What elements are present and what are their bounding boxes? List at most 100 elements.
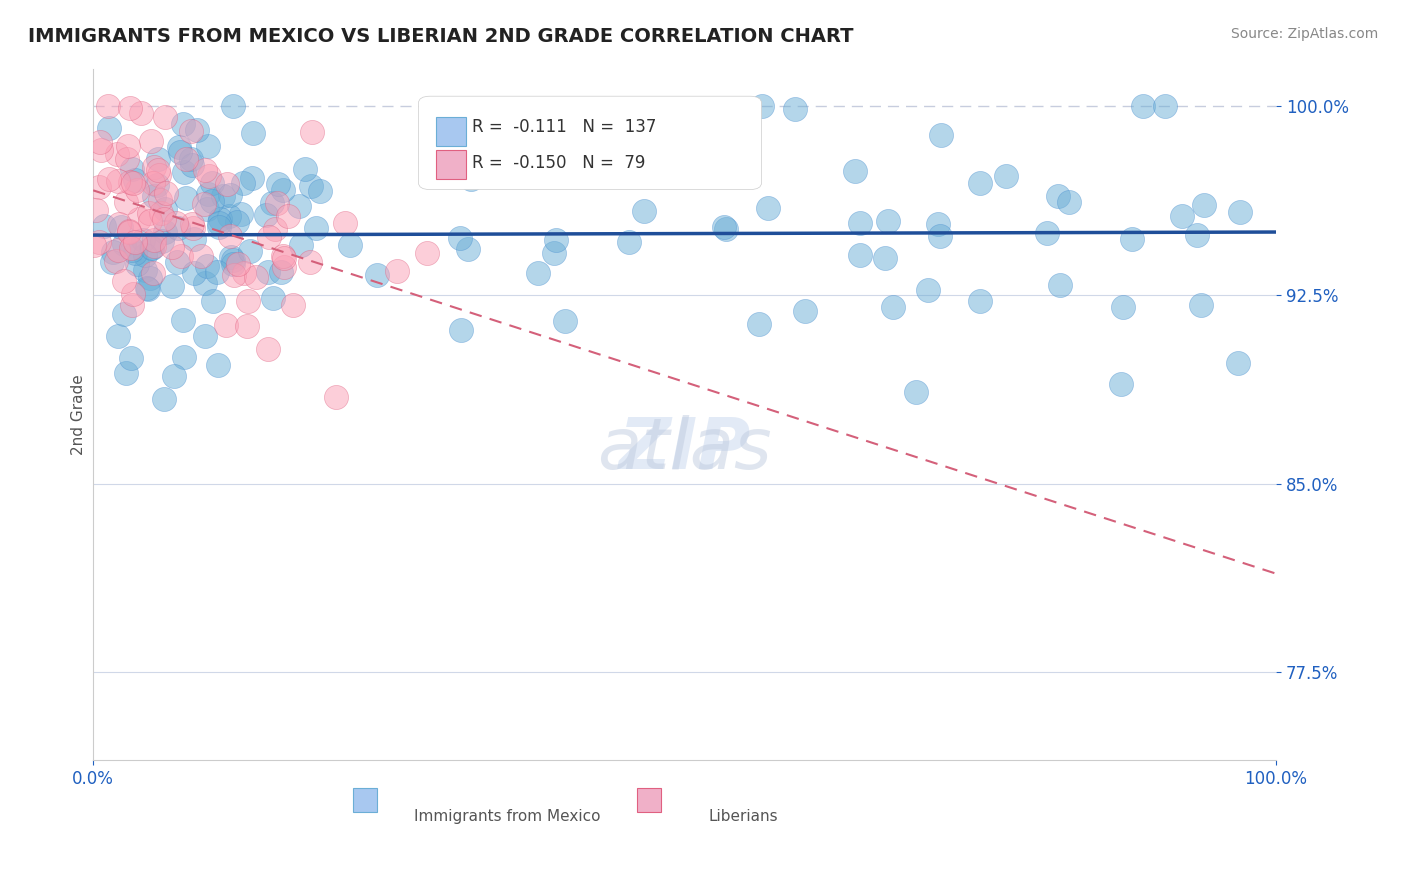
Point: [1035, 226, 1057, 240]
Y-axis label: 2nd Grade: 2nd Grade: [72, 374, 86, 455]
Point: [167, 221, 190, 235]
Point: [89, 180, 111, 194]
Point: [215, 318, 238, 333]
Point: [254, 208, 277, 222]
Point: [309, 184, 332, 198]
Point: [115, 152, 138, 166]
Point: [222, 99, 245, 113]
Point: [142, 189, 165, 203]
Point: [257, 230, 280, 244]
Point: [449, 231, 471, 245]
Point: [134, 247, 156, 261]
Point: [181, 220, 204, 235]
Point: [143, 160, 166, 174]
Point: [180, 124, 202, 138]
Point: [180, 217, 202, 231]
Point: [1189, 297, 1212, 311]
Point: [416, 245, 439, 260]
Point: [202, 294, 225, 309]
Point: [756, 201, 779, 215]
Point: [124, 235, 146, 249]
Point: [129, 106, 152, 120]
Point: [606, 138, 628, 153]
Point: [904, 384, 927, 399]
Point: [160, 279, 183, 293]
Point: [132, 233, 155, 247]
Point: [229, 207, 252, 221]
Point: [619, 235, 641, 250]
Point: [339, 238, 361, 252]
Point: [112, 307, 135, 321]
Text: R =  -0.150   N =  79: R = -0.150 N = 79: [472, 154, 645, 172]
Point: [1049, 278, 1071, 293]
Text: atlas: atlas: [598, 415, 772, 483]
Point: [153, 110, 176, 124]
Point: [1132, 99, 1154, 113]
Point: [460, 172, 482, 186]
Point: [212, 189, 235, 203]
Point: [239, 244, 262, 259]
Point: [152, 211, 174, 226]
Point: [148, 168, 170, 182]
Point: [1171, 209, 1194, 223]
Point: [222, 268, 245, 283]
Point: [844, 164, 866, 178]
Point: [301, 125, 323, 139]
Point: [304, 221, 326, 235]
Point: [134, 263, 156, 277]
Point: [150, 234, 173, 248]
Point: [120, 351, 142, 366]
Point: [139, 135, 162, 149]
Point: [166, 254, 188, 268]
Point: [107, 243, 129, 257]
Point: [713, 220, 735, 235]
Point: [299, 179, 322, 194]
Point: [219, 229, 242, 244]
Point: [527, 266, 550, 280]
Point: [121, 243, 143, 257]
Point: [173, 165, 195, 179]
Point: [183, 266, 205, 280]
Point: [173, 351, 195, 365]
Text: 79: 79: [696, 159, 721, 177]
Point: [266, 196, 288, 211]
Point: [201, 176, 224, 190]
Point: [554, 314, 576, 328]
Point: [153, 392, 176, 406]
Point: [104, 253, 127, 268]
Point: [273, 249, 295, 263]
Point: [273, 260, 295, 274]
Point: [150, 205, 173, 219]
Point: [257, 265, 280, 279]
Point: [127, 183, 149, 197]
Point: [219, 251, 242, 265]
Point: [260, 195, 283, 210]
Point: [172, 117, 194, 131]
Point: [277, 209, 299, 223]
Point: [236, 294, 259, 309]
Point: [139, 270, 162, 285]
Point: [146, 163, 169, 178]
Point: [118, 225, 141, 239]
Point: [107, 174, 129, 188]
Point: [1046, 189, 1069, 203]
FancyBboxPatch shape: [436, 150, 465, 179]
Point: [163, 369, 186, 384]
Point: [89, 235, 111, 250]
Point: [121, 298, 143, 312]
Point: [222, 257, 245, 271]
Point: [180, 158, 202, 172]
FancyBboxPatch shape: [436, 117, 465, 146]
Point: [264, 222, 287, 236]
Point: [197, 187, 219, 202]
Point: [124, 246, 146, 260]
Point: [748, 318, 770, 332]
Point: [100, 255, 122, 269]
Point: [153, 225, 176, 239]
Point: [721, 129, 744, 144]
Point: [141, 241, 163, 255]
Text: N =: N =: [613, 124, 665, 142]
Text: R =: R =: [460, 159, 499, 177]
Point: [232, 266, 254, 280]
Point: [273, 252, 295, 266]
